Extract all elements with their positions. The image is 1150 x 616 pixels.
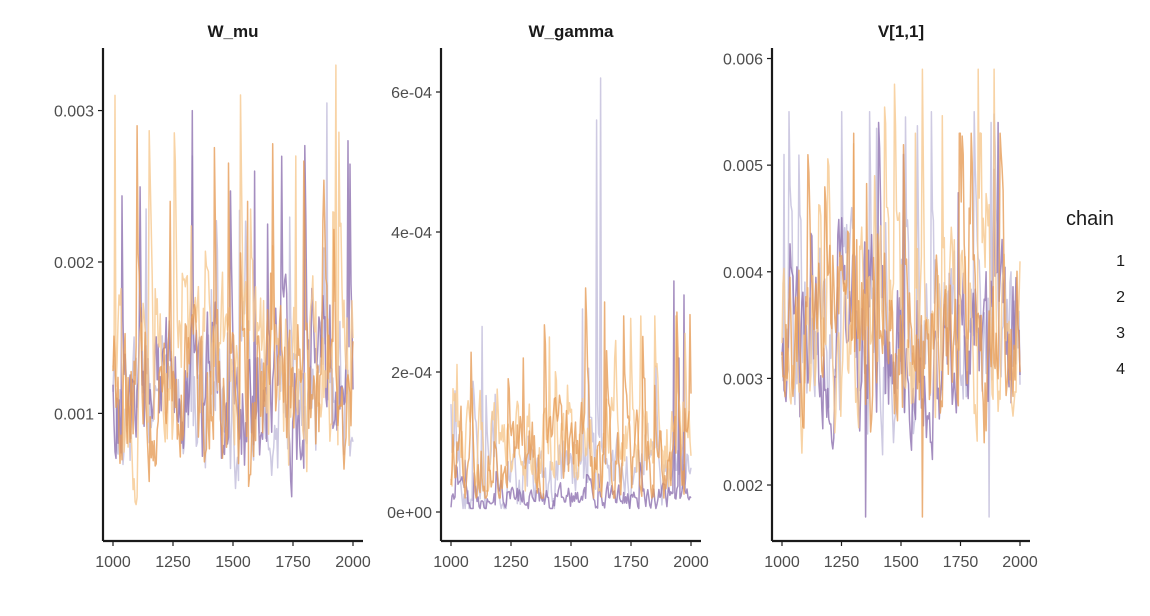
x-tick-label: 1500	[883, 554, 919, 571]
x-tick-label: 1750	[613, 554, 649, 571]
y-tick-label: 0.003	[723, 371, 763, 388]
x-tick-label: 1000	[433, 554, 469, 571]
facet-title-v-1-1: V[1,1]	[878, 22, 924, 41]
y-tick-label: 0.005	[723, 158, 763, 175]
x-tick-label: 1750	[943, 554, 979, 571]
y-tick-label: 4e-04	[391, 225, 432, 242]
legend-label-chain-1: 1	[1116, 253, 1125, 270]
facet-panel-w-gamma: W_gamma 0e+00 2e-04 4e-04 6e-04 1000 1250 1500 1…	[387, 22, 709, 571]
y-tick-label: 0.002	[54, 255, 94, 272]
trace-v-1-1-chain-3	[781, 68, 1021, 454]
x-tick-label: 1000	[764, 554, 800, 571]
facet-panel-w-mu: W_mu 0.001 0.002 0.003 1000 1250 1500 1750 2000	[54, 22, 371, 571]
x-tick-label: 2000	[1002, 554, 1038, 571]
legend-title: chain	[1066, 208, 1114, 230]
x-tick-label: 1500	[215, 554, 251, 571]
y-tick-label: 0.004	[723, 265, 763, 282]
legend-label-chain-3: 3	[1116, 325, 1125, 342]
y-tick-label: 0.003	[54, 104, 94, 121]
x-tick-label: 1250	[493, 554, 529, 571]
y-tick-label: 0.006	[723, 52, 763, 69]
facet-panel-v11: V[1,1] 0.002 0.003 0.004 0.005 0.006 1000 1250 1…	[723, 22, 1038, 571]
trace-w-mu-chain-4	[112, 124, 354, 488]
x-tick-label: 1000	[95, 554, 131, 571]
trace-w-gamma-chain-3	[450, 315, 692, 492]
legend-label-chain-4: 4	[1116, 361, 1125, 378]
x-tick-label: 1500	[553, 554, 589, 571]
trace-w-gamma-chain-2	[450, 280, 692, 510]
y-tick-label: 2e-04	[391, 365, 432, 382]
x-tick-label: 1250	[155, 554, 191, 571]
facet-title-w-mu: W_mu	[208, 22, 259, 41]
y-tick-label: 0.001	[54, 406, 94, 423]
y-tick-label: 0.002	[723, 478, 763, 495]
x-tick-label: 2000	[335, 554, 371, 571]
trace-w-mu-chain-3	[112, 64, 354, 506]
trace-v-1-1-chain-4	[781, 132, 1021, 518]
x-tick-label: 1250	[824, 554, 860, 571]
trace-w-gamma-chain-4	[450, 287, 692, 499]
x-tick-label: 2000	[673, 554, 709, 571]
legend-label-chain-2: 2	[1116, 289, 1125, 306]
chain-legend: chain 1 2 3 4	[1066, 208, 1125, 378]
facet-title-w-gamma: W_gamma	[528, 22, 614, 41]
x-tick-label: 1750	[275, 554, 311, 571]
y-tick-label: 6e-04	[391, 85, 432, 102]
y-tick-label: 0e+00	[387, 505, 432, 522]
